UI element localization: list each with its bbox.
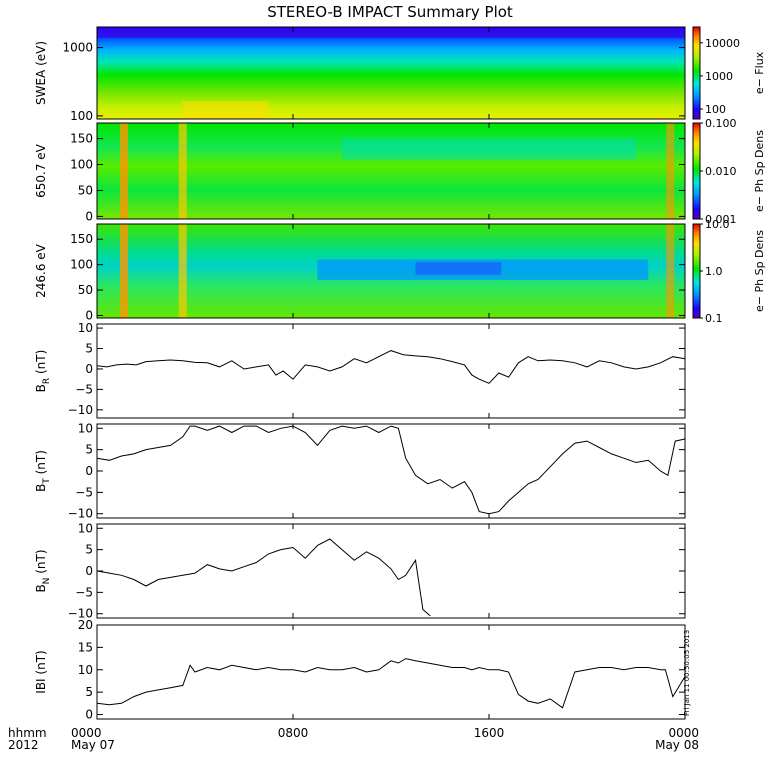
panel-frame — [96, 423, 686, 519]
y-tick-label: 0 — [85, 708, 93, 722]
y-tick-label: 150 — [70, 232, 93, 246]
y-tick-label: 5 — [85, 685, 93, 699]
series-line-bt — [96, 425, 686, 515]
heatmap-streak-1 — [178, 123, 187, 219]
figure-title: STEREO-B IMPACT Summary Plot — [267, 3, 513, 21]
y-tick-label: 50 — [78, 183, 93, 197]
y-tick-label: 5 — [85, 342, 93, 356]
y-tick-label: 100 — [70, 109, 93, 123]
colorbar-tick-label: 100 — [705, 103, 726, 116]
colorbar-tick-label: 1000 — [705, 70, 733, 83]
x-tick-date-label: May 07 — [71, 738, 115, 752]
y-tick-label: −10 — [68, 607, 93, 621]
y-tick-label: 150 — [70, 132, 93, 146]
series-line-br — [96, 350, 686, 384]
heatmap-streak-2 — [666, 224, 675, 318]
colorbar-tick-label: 1.0 — [705, 265, 723, 278]
panel-bt: −10 −5 0 5 10 BT (nT) — [34, 421, 686, 521]
colorbar-pad650 — [692, 122, 701, 220]
panel-frame — [96, 523, 686, 619]
y-tick-label: 15 — [78, 640, 93, 654]
y-tick-label: 1000 — [62, 41, 93, 55]
y-tick-label: 0 — [85, 209, 93, 223]
panel-pad650: 0.001 0.010 0.100 e− Ph Sp Dens 0 50 100 150 650… — [34, 117, 766, 226]
panel-frame — [96, 624, 686, 720]
series-line-btot — [96, 658, 686, 709]
y-tick-label: 5 — [85, 443, 93, 457]
x-tick-label: 0800 — [278, 726, 309, 740]
y-tick-label: 0 — [85, 308, 93, 322]
y-tick-label: 20 — [78, 618, 93, 632]
heatmap-hot-band — [182, 101, 269, 119]
panel-frame — [96, 26, 686, 120]
y-tick-label: 0 — [85, 564, 93, 578]
x-tick-label: 1600 — [474, 726, 505, 740]
heatmap-cyan-band — [342, 138, 636, 160]
y-axis-label: SWEA (eV) — [34, 41, 48, 105]
y-tick-label: −10 — [68, 403, 93, 417]
colorbar-swea — [692, 26, 701, 120]
colorbar-tick-label: 0.010 — [705, 165, 737, 178]
heatmap-streak-0 — [119, 224, 128, 318]
panel-frame — [96, 122, 686, 220]
colorbar-tick-label: 10000 — [705, 37, 740, 50]
y-tick-label: 5 — [85, 543, 93, 557]
heatmap-top-band — [97, 27, 685, 39]
y-tick-label: 50 — [78, 283, 93, 297]
y-tick-label: −5 — [75, 485, 93, 499]
colorbar-tick-label: 0.100 — [705, 117, 737, 130]
y-tick-label: 0 — [85, 464, 93, 478]
y-tick-label: 10 — [78, 421, 93, 435]
colorbar-label: e− Ph Sp Dens — [753, 130, 766, 212]
heatmap-streak-1 — [178, 224, 187, 318]
footer-year-label: 2012 — [8, 738, 39, 752]
panel-btot: 0 5 10 15 20 IBI (nT) — [34, 618, 686, 722]
panel-br: −10 −5 0 5 10 BR (nT) — [34, 321, 686, 419]
colorbar-label: e− Flux — [753, 51, 766, 94]
y-tick-label: 10 — [78, 321, 93, 335]
heatmap-streak-0 — [119, 123, 128, 219]
y-tick-label: 100 — [70, 258, 93, 272]
colorbar-tick-label: 10.0 — [705, 218, 730, 231]
colorbar-pad246 — [692, 223, 701, 319]
panel-bn: −10 −5 0 5 10 BN (nT) — [34, 521, 686, 621]
x-tick-label: 0000 — [71, 726, 102, 740]
y-tick-label: 100 — [70, 158, 93, 172]
y-axis-label: BN (nT) — [34, 549, 52, 592]
panel-pad246: 0.1 1.0 10.0 e− Ph Sp Dens 0 50 100 150 246.6 eV — [34, 218, 766, 325]
panel-swea: 100 1000 10000 e− Flux 100 1000 SWEA (eV) — [34, 26, 766, 123]
colorbar-tick-label: 0.1 — [705, 312, 723, 325]
y-axis-label: BR (nT) — [34, 350, 52, 393]
y-tick-label: 10 — [78, 521, 93, 535]
y-tick-label: 10 — [78, 663, 93, 677]
y-tick-label: −5 — [75, 585, 93, 599]
y-tick-label: 0 — [85, 362, 93, 376]
y-axis-label: BT (nT) — [34, 450, 52, 492]
timestamp-stamp: Fri Jan 11 00:50:05 2013 — [683, 630, 691, 716]
x-tick-label: 0000 — [668, 726, 699, 740]
colorbar-label: e− Ph Sp Dens — [753, 230, 766, 312]
y-tick-label: −5 — [75, 382, 93, 396]
panel-frame — [96, 223, 686, 319]
y-tick-label: −10 — [68, 507, 93, 521]
heatmap-streak-2 — [666, 123, 675, 219]
colorbar-tick-label: 0.001 — [705, 213, 737, 226]
y-axis-label: 650.7 eV — [34, 143, 48, 198]
heatmap-lower-band — [415, 262, 502, 275]
y-axis-label: 246.6 eV — [34, 243, 48, 298]
panel-frame — [96, 323, 686, 419]
y-axis-label: IBI (nT) — [34, 650, 48, 693]
footer-hhmm-label: hhmm — [8, 726, 47, 740]
series-line-bn — [96, 538, 431, 617]
x-tick-date-label: May 08 — [655, 738, 699, 752]
